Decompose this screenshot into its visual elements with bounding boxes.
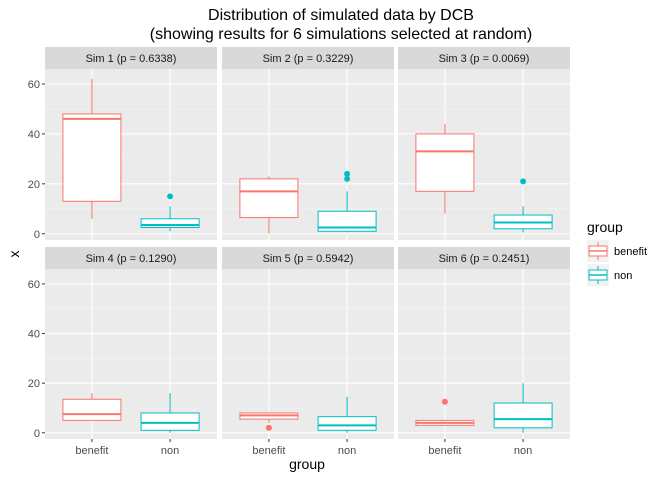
box-body [493, 402, 553, 429]
legend-key-non: non [587, 264, 632, 286]
box-benefit [62, 78, 122, 219]
facet-strip [45, 247, 217, 269]
box-non [493, 178, 553, 233]
box-benefit [415, 123, 475, 214]
axes: 0 20 40 60 0 20 40 60 benefit non benefit non benefi… [28, 79, 533, 457]
y-axis-title: x [6, 251, 22, 258]
x-axis-title: group [289, 456, 325, 472]
outlier-point [167, 193, 174, 200]
box-body [239, 178, 299, 219]
facet-strip-label: Sim 3 (p = 0.0069) [439, 53, 530, 65]
y-tick-label: 0 [34, 229, 40, 241]
facet-strip-label: Sim 2 (p = 0.3229) [263, 53, 354, 65]
facet-strip-label: Sim 1 (p = 0.6338) [86, 53, 177, 65]
facet-panel: Sim 2 (p = 0.3229) [222, 47, 394, 240]
y-tick-label: 20 [28, 179, 40, 191]
outlier-point [344, 170, 351, 177]
box-non [140, 393, 200, 433]
y-tick-label: 40 [28, 129, 40, 141]
facet-panel: Sim 3 (p = 0.0069) [398, 47, 570, 240]
box-body [317, 210, 377, 232]
facet-panel: Sim 5 (p = 0.5942) [222, 247, 394, 439]
x-tick-label: benefit [252, 445, 285, 457]
box-non [493, 383, 553, 433]
box-benefit [415, 398, 475, 426]
outlier-point [520, 178, 527, 185]
legend-label: non [614, 270, 632, 282]
outlier-point [441, 398, 448, 405]
outlier-point [265, 424, 272, 431]
y-tick-label: 60 [28, 79, 40, 91]
facet-strip-label: Sim 4 (p = 0.1290) [86, 253, 177, 265]
x-tick-label: benefit [428, 445, 461, 457]
legend: group benefit non [587, 219, 647, 286]
box-benefit [239, 176, 299, 234]
y-tick-label: 60 [28, 279, 40, 291]
facet-strip [398, 47, 570, 69]
facet-panels: Sim 1 (p = 0.6338) Sim 2 (p = 0.3229) Sim … [45, 47, 570, 439]
x-tick-label: non [514, 445, 532, 457]
facet-panel: Sim 1 (p = 0.6338) [45, 47, 217, 240]
facet-panel: Sim 6 (p = 0.2451) [398, 247, 570, 439]
box-non [140, 193, 200, 232]
facet-strip [398, 247, 570, 269]
box-body [415, 133, 475, 192]
y-tick-label: 20 [28, 378, 40, 390]
chart-title: Distribution of simulated data by DCB [208, 7, 474, 24]
box-non [317, 396, 377, 433]
y-tick-label: 40 [28, 329, 40, 341]
box-body [62, 398, 122, 421]
box-benefit [62, 393, 122, 421]
legend-label: benefit [614, 246, 647, 258]
facet-strip [45, 47, 217, 69]
box-body [317, 416, 377, 431]
box-body [62, 113, 122, 202]
chart-subtitle: (showing results for 6 simulations selec… [150, 26, 532, 43]
facet-strip-label: Sim 5 (p = 0.5942) [263, 253, 354, 265]
x-tick-label: benefit [75, 445, 108, 457]
legend-title: group [587, 219, 623, 235]
outlier-point [344, 175, 351, 182]
facet-strip-label: Sim 6 (p = 0.2451) [439, 253, 530, 265]
y-tick-label: 0 [34, 428, 40, 440]
facet-strip [222, 247, 394, 269]
legend-key-benefit: benefit [587, 240, 647, 262]
panel-background [222, 269, 394, 439]
box-body [140, 412, 200, 431]
box-benefit [239, 412, 299, 431]
x-tick-label: non [338, 445, 356, 457]
box-non [317, 170, 377, 233]
box-body [140, 218, 200, 229]
facet-panel: Sim 4 (p = 0.1290) [45, 247, 217, 439]
facet-strip [222, 47, 394, 69]
x-tick-label: non [161, 445, 179, 457]
